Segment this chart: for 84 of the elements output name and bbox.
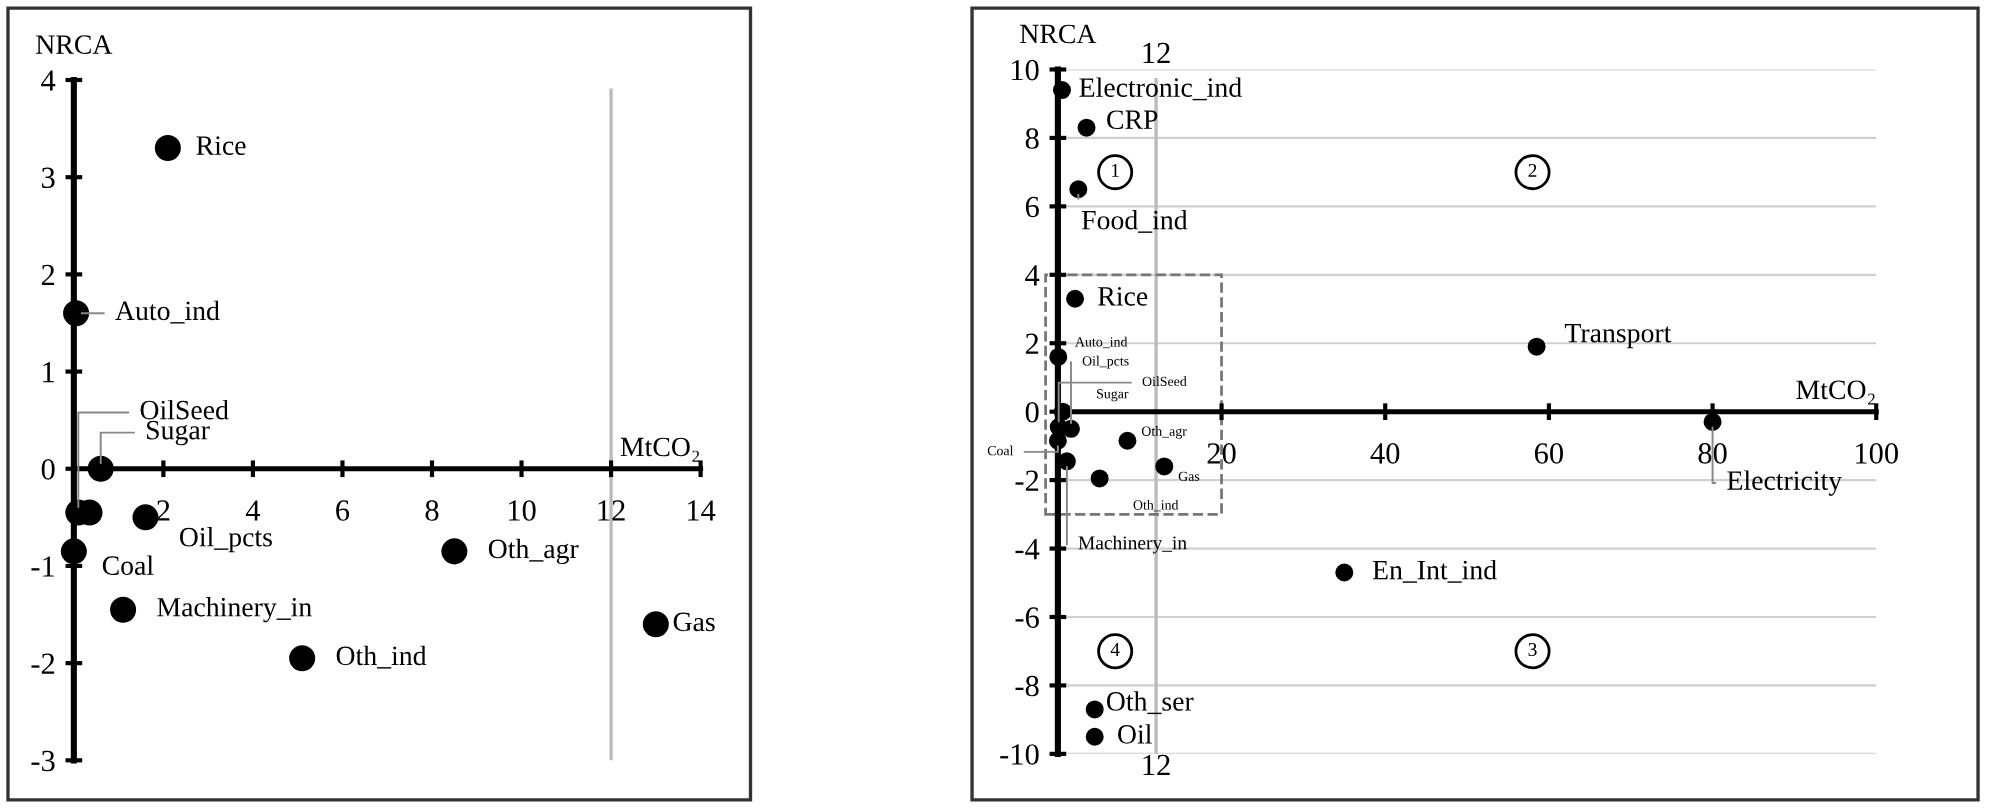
point: [1527, 337, 1546, 356]
y-tick-label: -1: [31, 556, 54, 577]
annotation: Rice: [196, 136, 246, 155]
y-tick-label: 4: [41, 70, 56, 91]
y-tick-label: 10: [1011, 59, 1039, 81]
y-axis-title: NRCA: [1020, 24, 1097, 44]
text: 12: [1143, 42, 1170, 63]
point: [1155, 457, 1174, 476]
annotation: Oth_agr: [488, 538, 579, 564]
annotation: Transport: [1564, 324, 1672, 349]
y-tick-label: 2: [41, 264, 55, 285]
point: [1085, 700, 1104, 719]
x-tick-label: 2: [157, 500, 170, 521]
y-tick-label: -3: [31, 750, 55, 772]
y-axis-title: NRCA: [36, 35, 113, 54]
x-tick-label: 10: [508, 500, 536, 521]
point: [110, 596, 137, 623]
y-tick-label: 3: [41, 167, 55, 189]
x-tick-label: 12: [598, 500, 625, 521]
y-tick-label: 2: [1025, 333, 1039, 354]
y-tick-label: -10: [1000, 744, 1039, 765]
y-tick-label: 0: [1025, 401, 1039, 423]
annotation: Food_ind: [1081, 209, 1188, 233]
point: [1069, 180, 1088, 199]
x-tick-label: 100: [1856, 443, 1898, 464]
point: [441, 538, 468, 565]
x-tick-label: 4: [245, 500, 261, 521]
annotation: Electronic_ind: [1079, 77, 1242, 101]
point: [1703, 412, 1722, 431]
y-tick-label: 1: [43, 361, 54, 383]
point: [1048, 431, 1067, 450]
point: [1335, 563, 1354, 582]
annotation: Sugar: [147, 420, 210, 446]
point: [87, 455, 114, 482]
x-axis-title: MtCO₂: [620, 437, 700, 462]
annotation: 4: [1110, 643, 1120, 656]
annotation: Machinery_in: [1078, 535, 1187, 554]
annotation: Oth_ser: [1106, 691, 1194, 715]
x-tick-label: 6: [336, 500, 350, 521]
annotation: Electricity: [1727, 470, 1843, 496]
point: [1052, 81, 1071, 100]
annotation: 3: [1528, 643, 1537, 657]
annotation: Rice: [1098, 287, 1148, 306]
x-tick-label: 14: [688, 500, 716, 521]
point: [1118, 431, 1137, 450]
annotation: Oil_pcts: [179, 526, 272, 553]
point: [1066, 289, 1085, 308]
point: [154, 135, 181, 162]
point: [132, 504, 159, 531]
x-axis-title: MtCO₂: [1796, 380, 1875, 405]
point: [1085, 727, 1104, 746]
y-tick-label: -6: [1015, 607, 1039, 628]
annotation: Oil: [1118, 724, 1152, 744]
ref-line-label: 12: [1143, 754, 1170, 776]
y-tick-label: -2: [31, 653, 55, 674]
annotation: CRP: [1107, 110, 1158, 130]
annotation: Coal: [102, 555, 154, 575]
x-tick-label: 40: [1370, 443, 1400, 464]
x-tick-label: 80: [1698, 443, 1727, 464]
annotation: Machinery_in: [157, 597, 312, 623]
y-tick-label: 6: [1025, 196, 1039, 218]
annotation: Gas: [673, 612, 715, 632]
y-tick-label: -4: [1015, 539, 1040, 560]
x-tick-label: 8: [425, 500, 439, 521]
point: [1049, 347, 1068, 366]
annotation: OilSeed: [140, 399, 229, 420]
point: [63, 300, 90, 327]
y-tick-label: -2: [1015, 470, 1039, 491]
point: [1077, 118, 1096, 137]
y-tick-label: 4: [1025, 265, 1040, 286]
x-tick-label: 20: [1207, 443, 1236, 464]
annotation: Oth_ind: [336, 645, 427, 669]
annotation: 1: [1112, 163, 1119, 177]
y-tick-label: 0: [41, 459, 55, 480]
annotation: Auto_ind: [115, 300, 220, 324]
point: [289, 645, 316, 672]
y-tick-label: 8: [1025, 128, 1039, 149]
annotation: En_Int_ind: [1372, 559, 1497, 583]
annotation: 2: [1528, 163, 1537, 177]
y-tick-label: -8: [1015, 675, 1039, 697]
point: [642, 611, 669, 638]
point: [60, 538, 87, 565]
x-tick-label: 60: [1534, 443, 1564, 464]
point: [1090, 469, 1109, 488]
